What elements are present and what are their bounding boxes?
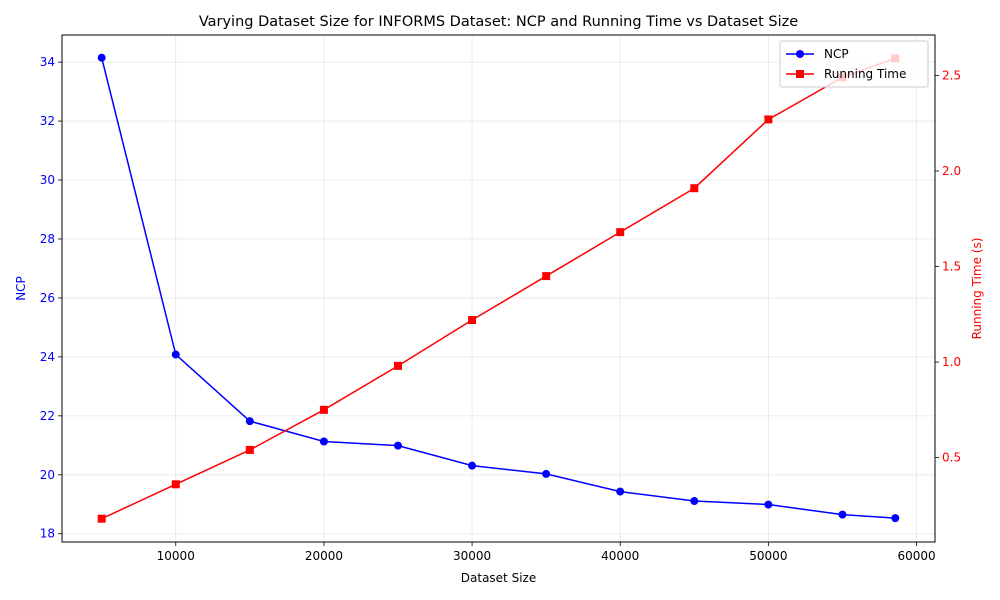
data-point (97, 514, 106, 523)
data-point (690, 184, 699, 193)
data-point (245, 417, 254, 426)
legend-label: Running Time (824, 67, 906, 81)
y-right-tick-label: 1.5 (942, 260, 961, 274)
series-layer (97, 53, 900, 523)
data-point (319, 437, 328, 446)
x-tick-label: 40000 (601, 549, 639, 563)
x-axis: 10000 20000 30000 40000 50000 60000 (157, 542, 936, 563)
y-axis-right-title: Running Time (s) (970, 238, 984, 340)
data-point (616, 487, 625, 496)
series-line (100, 57, 896, 519)
data-point (838, 510, 847, 519)
y-right-tick-label: 0.5 (942, 451, 961, 465)
y-left-tick-label: 24 (40, 350, 55, 364)
data-point (468, 461, 477, 470)
x-axis-title: Dataset Size (461, 571, 536, 585)
data-point (542, 469, 551, 478)
y-left-tick-label: 30 (40, 173, 55, 187)
data-point (616, 228, 625, 237)
y-left-tick-label: 26 (40, 291, 55, 305)
legend-box (779, 40, 929, 88)
data-point (468, 316, 477, 325)
x-tick-label: 20000 (305, 549, 343, 563)
legend: NCP Running Time (779, 40, 929, 88)
y-axis-left: 18 20 22 24 26 28 30 32 34 (40, 55, 62, 541)
x-tick-label: 10000 (157, 549, 195, 563)
chart-title: Varying Dataset Size for INFORMS Dataset… (199, 14, 798, 30)
x-tick-label: 30000 (453, 549, 491, 563)
data-point (393, 361, 402, 370)
y-axis-right: 0.5 1.0 1.5 2.0 2.5 (935, 68, 961, 465)
legend-label: NCP (824, 47, 849, 61)
legend-entries: NCP Running Time (786, 47, 906, 81)
y-left-tick-label: 28 (40, 232, 55, 246)
data-point (542, 272, 551, 281)
data-point (171, 480, 180, 489)
y-left-tick-label: 32 (40, 114, 55, 128)
y-right-tick-label: 2.5 (942, 68, 961, 82)
legend-marker (796, 50, 804, 58)
x-tick-label: 50000 (749, 549, 787, 563)
data-point (764, 500, 773, 509)
data-point (319, 405, 328, 414)
y-axis-left-title: NCP (14, 276, 28, 301)
series-line (101, 57, 896, 520)
data-point (171, 350, 180, 359)
legend-entry: NCP (786, 47, 849, 61)
y-right-tick-label: 1.0 (942, 355, 961, 369)
y-left-tick-label: 22 (40, 409, 55, 423)
y-left-tick-label: 34 (40, 55, 55, 69)
legend-marker (796, 70, 804, 78)
x-tick-label: 60000 (897, 549, 935, 563)
plot-frame (61, 34, 936, 543)
legend-entry: Running Time (786, 67, 906, 81)
y-left-tick-label: 18 (40, 527, 55, 541)
series-ncp (97, 53, 900, 523)
data-point (245, 445, 254, 454)
data-point (690, 497, 699, 506)
data-point (393, 441, 402, 450)
grid-lines (62, 35, 935, 542)
data-point (764, 115, 773, 124)
data-point (891, 514, 900, 523)
y-left-tick-label: 20 (40, 468, 55, 482)
data-point (97, 53, 106, 62)
y-right-tick-label: 2.0 (942, 164, 961, 178)
series-running-time (97, 54, 900, 523)
